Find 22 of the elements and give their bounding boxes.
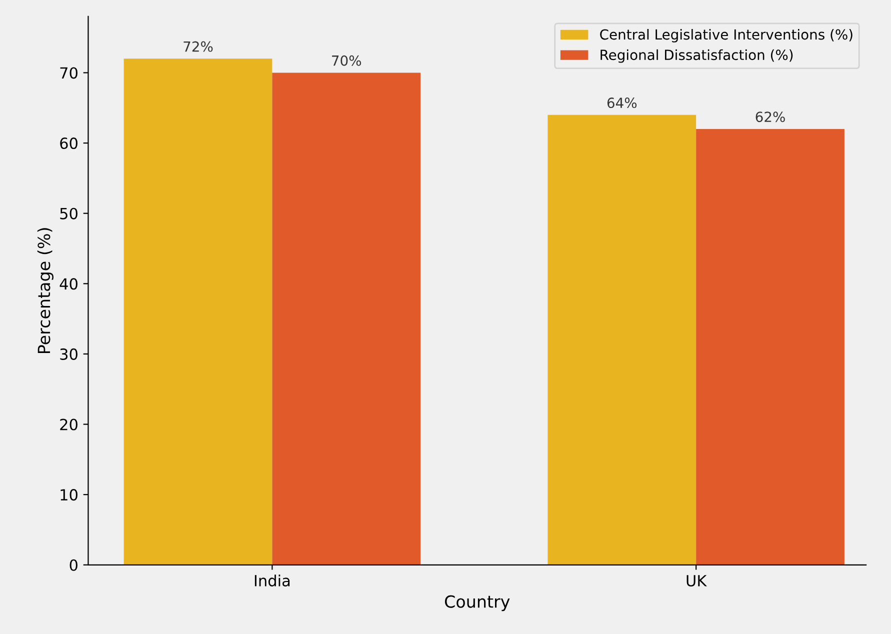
y-axis-title: Percentage (%): [37, 228, 54, 353]
legend-label: Regional Dissatisfaction (%): [600, 49, 793, 63]
y-tick-label: 50: [60, 208, 78, 220]
x-tick-label: UK: [686, 575, 707, 586]
bar: [272, 72, 421, 565]
data-label: 70%: [332, 55, 362, 66]
y-tick-label: 60: [60, 138, 78, 150]
data-label: 64%: [607, 98, 637, 108]
x-tick-label: India: [254, 574, 290, 586]
y-tick-label: 30: [60, 348, 78, 360]
bar: [696, 128, 844, 565]
data-label: 72%: [184, 41, 213, 52]
data-label: 62%: [756, 112, 785, 122]
legend-label: Central Legislative Interventions (%): [600, 28, 852, 42]
x-axis-title: Country: [444, 595, 510, 612]
y-tick-label: 70: [60, 67, 78, 79]
bar: [124, 58, 272, 565]
y-tick-label: 40: [60, 278, 78, 290]
y-tick-label: 20: [60, 418, 78, 430]
bar: [548, 114, 696, 565]
y-tick-label: 10: [60, 489, 78, 501]
y-tick-label: 0: [70, 559, 78, 571]
